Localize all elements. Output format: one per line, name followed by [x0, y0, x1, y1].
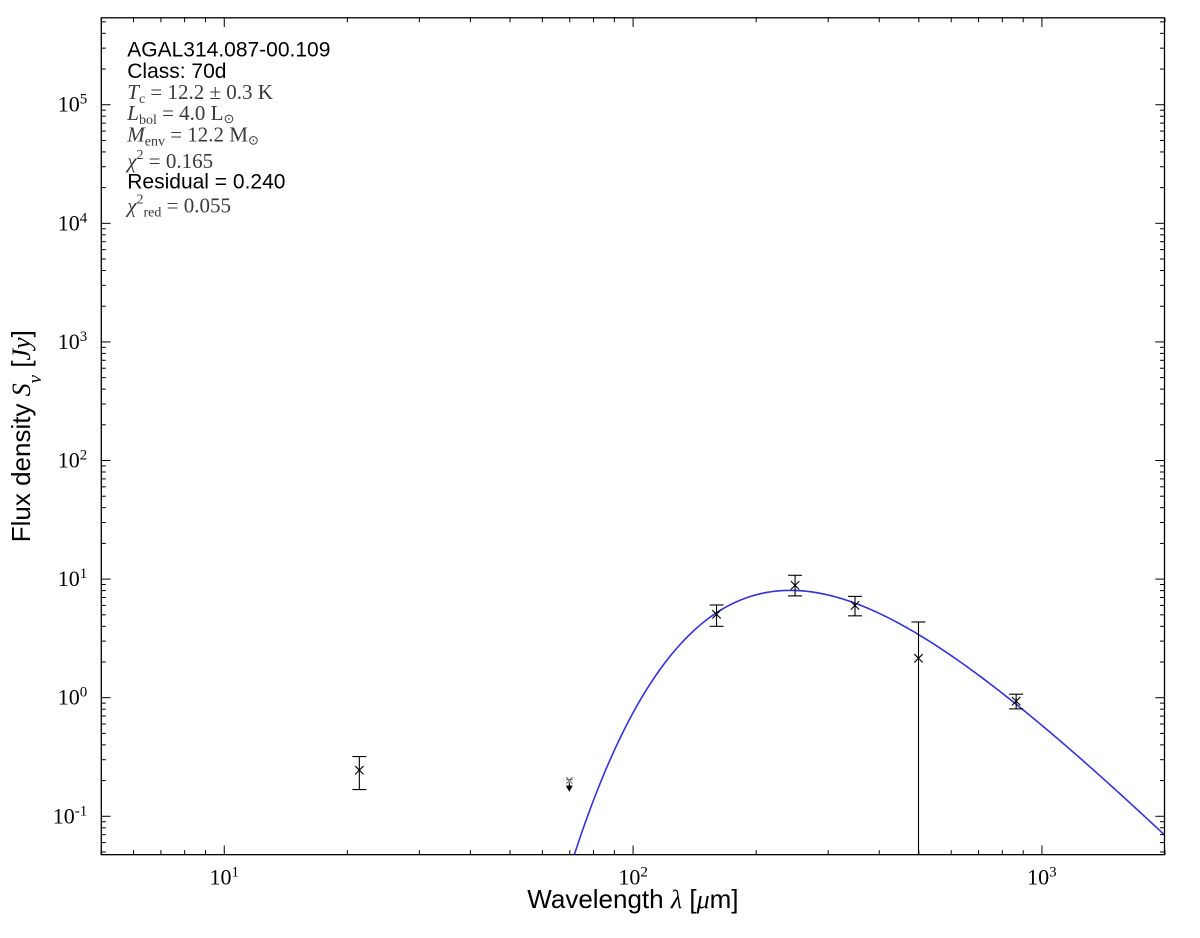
svg-text:105: 105: [58, 92, 88, 117]
svg-text:103: 103: [1027, 865, 1057, 890]
svg-text:10-1: 10-1: [53, 803, 88, 828]
svg-text:AGAL314.087-00.109: AGAL314.087-00.109: [127, 39, 330, 62]
svg-text:Residual = 0.240: Residual = 0.240: [127, 171, 285, 194]
svg-text:101: 101: [210, 865, 240, 890]
svg-text:Wavelength λ [μm]: Wavelength λ [μm]: [527, 884, 738, 914]
svg-text:χ2 = 0.165: χ2 = 0.165: [125, 148, 213, 173]
svg-text:χ2red = 0.055: χ2red = 0.055: [125, 193, 231, 221]
svg-text:100: 100: [58, 685, 88, 710]
svg-text:102: 102: [58, 448, 88, 473]
svg-text:104: 104: [58, 210, 88, 235]
svg-text:Flux density Sν [Jy]: Flux density Sν [Jy]: [6, 330, 46, 542]
svg-text:101: 101: [58, 566, 88, 591]
svg-text:103: 103: [58, 329, 88, 354]
